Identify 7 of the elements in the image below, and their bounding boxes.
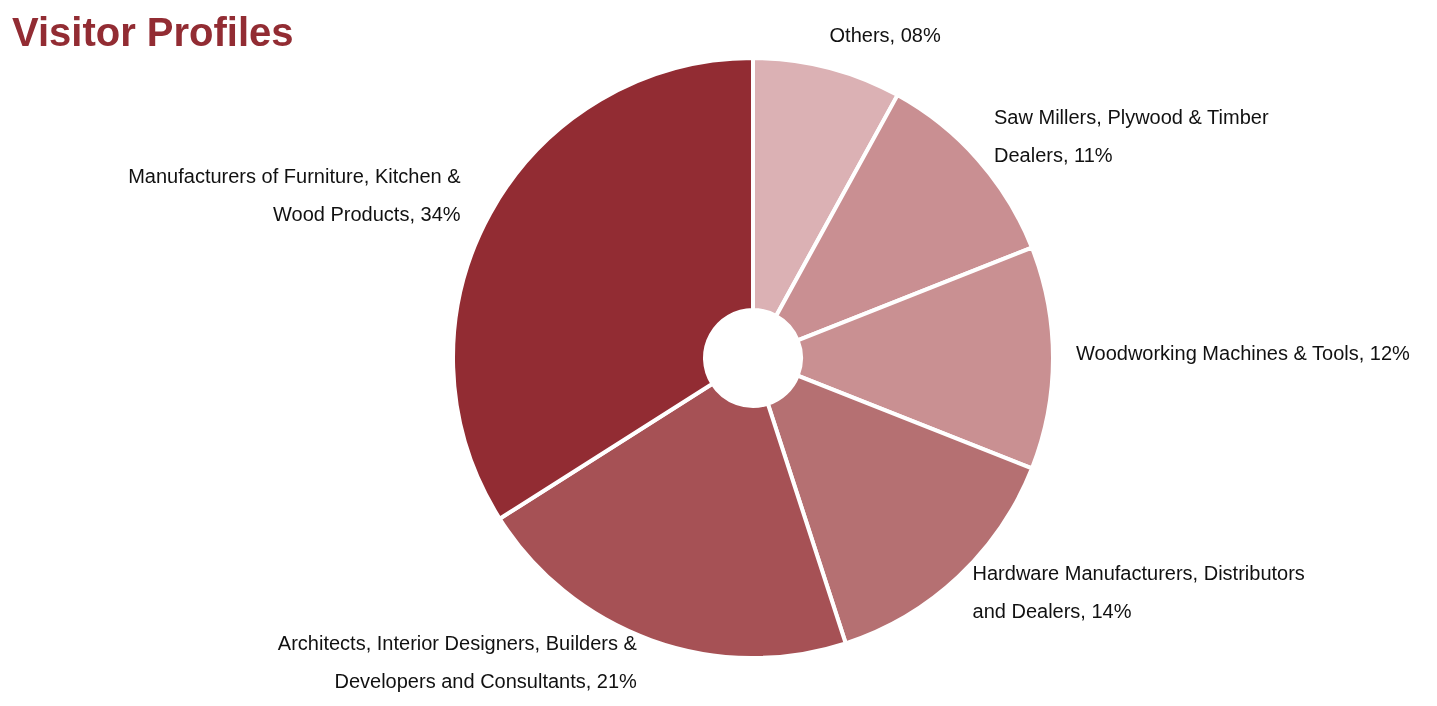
slice-label: Woodworking Machines & Tools, 12%	[1076, 342, 1411, 364]
slice-label: Architects, Interior Designers, Builders & Developers and Consultants, 21%	[277, 631, 638, 692]
slice-label: Others, 08%	[829, 24, 941, 47]
slice-label: Manufacturers of Furniture, Kitchen & Wood Products, 34%	[128, 164, 462, 225]
slice-label: Hardware Manufacturers, Distributors and Dealers, 14%	[972, 562, 1305, 623]
chart-title: Visitor Profiles	[12, 10, 294, 54]
slice-label: Saw Millers, Plywood & Timber Dealers, 11%	[994, 106, 1269, 167]
